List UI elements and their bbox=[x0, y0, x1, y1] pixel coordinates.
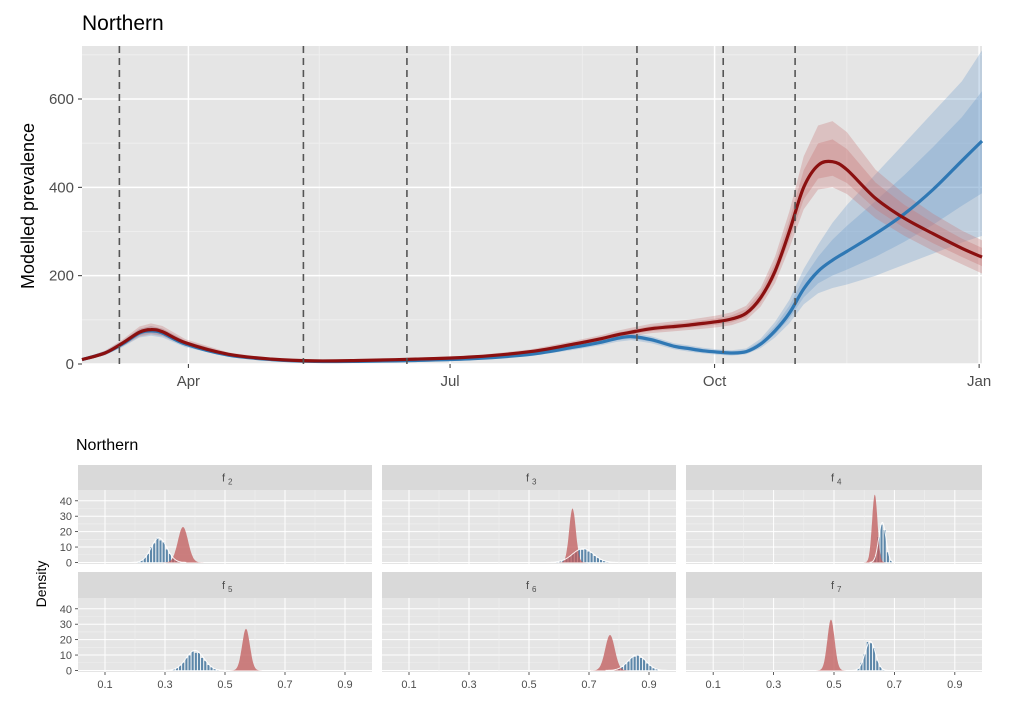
blue-histogram-bar bbox=[191, 650, 195, 671]
blue-histogram-bar bbox=[155, 537, 159, 563]
blue-histogram-bar bbox=[639, 657, 643, 671]
facet-strip bbox=[382, 572, 676, 598]
top-x-tick-label: Oct bbox=[703, 373, 727, 390]
facet-strip-label: f bbox=[831, 580, 835, 592]
facet-x-tick-label: 0.7 bbox=[277, 679, 292, 691]
blue-histogram-bar bbox=[165, 548, 169, 563]
facet-strip-subscript: 3 bbox=[532, 478, 537, 487]
blue-histogram-bar bbox=[203, 660, 207, 671]
facet-strip-subscript: 7 bbox=[837, 585, 842, 594]
facet-strip-subscript: 6 bbox=[532, 585, 537, 594]
blue-histogram-bar bbox=[200, 657, 204, 671]
top-y-tick-label: 0 bbox=[66, 356, 74, 373]
facet-strip-subscript: 2 bbox=[228, 478, 233, 487]
blue-histogram-bar bbox=[869, 642, 873, 671]
blue-histogram-bar bbox=[587, 551, 590, 563]
facet-x-tick-label: 0.5 bbox=[521, 679, 536, 691]
facet-x-tick-label: 0.3 bbox=[461, 679, 476, 691]
facet-strip bbox=[686, 465, 982, 490]
facet-y-tick-label: 20 bbox=[60, 635, 72, 647]
top-y-tick-label: 200 bbox=[49, 268, 74, 285]
blue-histogram-bar bbox=[188, 654, 191, 671]
facet-x-tick-label: 0.5 bbox=[217, 679, 232, 691]
top-y-tick-label: 400 bbox=[49, 179, 74, 196]
top-x-tick-label: Jul bbox=[440, 373, 459, 390]
top-chart-title: Northern bbox=[82, 12, 164, 35]
top-x-tick-label: Jan bbox=[967, 373, 991, 390]
blue-histogram-bar bbox=[593, 555, 597, 563]
blue-histogram-bar bbox=[162, 541, 166, 563]
facet-x-tick-label: 0.1 bbox=[706, 679, 721, 691]
facet-strip-label: f bbox=[526, 580, 530, 592]
blue-density-outline bbox=[605, 654, 668, 671]
blue-histogram-bar bbox=[645, 663, 649, 671]
facet-strip-label: f bbox=[831, 473, 835, 485]
blue-histogram-bar bbox=[642, 659, 646, 671]
facet-x-tick-label: 0.7 bbox=[887, 679, 902, 691]
red-density-curve bbox=[162, 527, 204, 563]
red-density-curve bbox=[590, 635, 630, 671]
blue-histogram-bar bbox=[159, 539, 162, 563]
red-series-line bbox=[81, 159, 983, 363]
facet-strip bbox=[686, 572, 982, 598]
facet-y-tick-label: 20 bbox=[60, 527, 72, 539]
blue-histogram-bar bbox=[630, 657, 633, 671]
blue-histogram-bar bbox=[636, 654, 640, 671]
blue-histogram-bar bbox=[194, 652, 198, 671]
facet-y-tick-label: 30 bbox=[60, 511, 72, 523]
facet-strip-label: f bbox=[222, 473, 226, 485]
red-density-curve bbox=[816, 619, 846, 671]
facet-strip bbox=[78, 465, 372, 490]
blue-histogram-bar bbox=[633, 656, 637, 671]
blue-histogram-bar bbox=[583, 548, 587, 563]
facet-strip bbox=[78, 572, 372, 598]
facet-x-tick-label: 0.1 bbox=[401, 679, 416, 691]
facet-strip-subscript: 4 bbox=[837, 478, 842, 487]
facet-strip bbox=[382, 465, 676, 490]
top-x-tick-label: Apr bbox=[177, 373, 200, 390]
facet-x-tick-label: 0.3 bbox=[766, 679, 781, 691]
blue-density-outline bbox=[131, 537, 187, 563]
blue-histogram-bar bbox=[626, 660, 630, 671]
blue-density-outline bbox=[163, 649, 227, 671]
facet-x-tick-label: 0.5 bbox=[826, 679, 841, 691]
facet-y-tick-label: 10 bbox=[60, 542, 72, 554]
blue-histogram-bar bbox=[152, 542, 156, 563]
facet-strip-label: f bbox=[526, 473, 530, 485]
top-y-tick-label: 600 bbox=[49, 91, 74, 108]
blue-histogram-bar bbox=[866, 641, 870, 671]
facet-x-tick-label: 0.9 bbox=[947, 679, 962, 691]
facet-y-tick-label: 0 bbox=[66, 665, 72, 677]
red-density-curve bbox=[863, 494, 886, 563]
blue-density-outline bbox=[869, 521, 896, 563]
red-density-curve bbox=[230, 628, 262, 671]
facet-x-tick-label: 0.9 bbox=[337, 679, 352, 691]
bottom-chart-title: Northern bbox=[76, 437, 138, 454]
facet-y-tick-label: 40 bbox=[60, 604, 72, 616]
facet-strip-subscript: 5 bbox=[228, 585, 233, 594]
blue-histogram-bar bbox=[580, 549, 584, 563]
red-density-curve bbox=[559, 508, 586, 563]
blue-histogram-bar bbox=[197, 652, 201, 671]
blue-density-outline bbox=[852, 640, 888, 671]
blue-density-outline bbox=[546, 548, 619, 563]
blue-histogram-bar bbox=[590, 552, 594, 563]
facet-y-tick-label: 30 bbox=[60, 619, 72, 631]
facet-strip-label: f bbox=[222, 580, 226, 592]
facet-x-tick-label: 0.7 bbox=[581, 679, 596, 691]
bottom-y-axis-label: Density bbox=[33, 561, 49, 608]
facet-x-tick-label: 0.9 bbox=[641, 679, 656, 691]
facet-y-tick-label: 10 bbox=[60, 650, 72, 662]
red-series-inner-band bbox=[82, 139, 982, 362]
facet-x-tick-label: 0.3 bbox=[157, 679, 172, 691]
facet-y-tick-label: 40 bbox=[60, 496, 72, 508]
facet-x-tick-label: 0.1 bbox=[97, 679, 112, 691]
blue-histogram-bar bbox=[206, 664, 210, 671]
facet-y-tick-label: 0 bbox=[66, 557, 72, 569]
prevalence-line-chart: 0 200 400 600 Apr Jul Oct Jan bbox=[49, 46, 991, 390]
top-y-axis-label: Modelled prevalence bbox=[18, 123, 38, 289]
